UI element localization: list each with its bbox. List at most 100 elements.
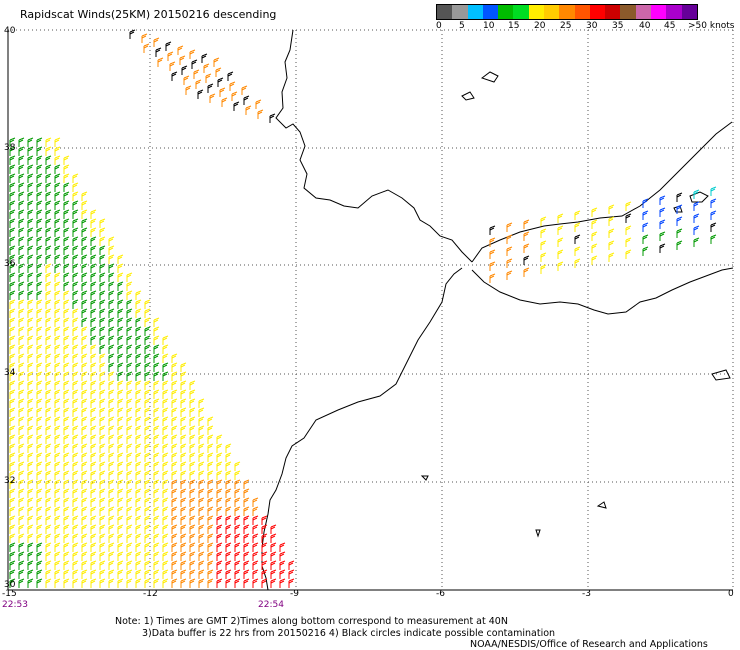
legend-swatch [467, 5, 483, 19]
wind-barb [81, 290, 88, 300]
wind-barb [180, 452, 187, 462]
wind-barb [45, 461, 52, 471]
wind-barb [245, 105, 252, 115]
wind-barb [270, 533, 277, 543]
wind-barb [54, 272, 61, 282]
wind-barb [171, 524, 178, 534]
wind-barb [27, 236, 34, 246]
wind-barb [261, 560, 268, 570]
wind-barb [189, 569, 196, 579]
wind-barb [18, 533, 25, 543]
wind-barb [108, 578, 115, 588]
wind-barb [90, 398, 97, 408]
wind-barb [270, 542, 277, 552]
wind-barb [72, 497, 79, 507]
wind-barb [135, 524, 142, 534]
wind-barb [135, 317, 142, 327]
wind-barb [171, 497, 178, 507]
wind-barb [72, 569, 79, 579]
wind-barb [216, 497, 223, 507]
wind-barb [54, 236, 61, 246]
wind-barb [261, 578, 268, 588]
wind-barb [90, 461, 97, 471]
wind-barb [18, 137, 25, 147]
wind-barb [81, 488, 88, 498]
wind-barb [506, 222, 513, 232]
wind-barb [9, 146, 16, 156]
wind-barb [642, 234, 649, 244]
wind-barb [63, 551, 70, 561]
wind-barb [81, 299, 88, 309]
wind-barb [198, 470, 205, 480]
wind-barb [99, 551, 106, 561]
wind-barb [710, 198, 717, 208]
wind-barb [72, 236, 79, 246]
wind-barb [243, 578, 250, 588]
wind-barb [155, 47, 162, 57]
wind-barb [117, 353, 124, 363]
wind-barb [153, 335, 160, 345]
wind-barb [198, 506, 205, 516]
wind-barb [144, 542, 151, 552]
wind-barb [18, 236, 25, 246]
wind-barb [189, 551, 196, 561]
wind-barb [108, 434, 115, 444]
wind-barb [72, 506, 79, 516]
wind-barb [252, 497, 259, 507]
wind-barb [574, 258, 581, 268]
wind-barb [18, 209, 25, 219]
wind-barb [18, 245, 25, 255]
wind-barb [90, 416, 97, 426]
wind-barb [27, 461, 34, 471]
africa-coast [261, 267, 463, 591]
wind-barb [108, 452, 115, 462]
wind-barb [9, 452, 16, 462]
wind-barb [54, 200, 61, 210]
wind-barb [45, 560, 52, 570]
legend-tick: 40 [639, 21, 651, 31]
wind-barb [54, 308, 61, 318]
wind-barb [63, 200, 70, 210]
wind-barb [693, 189, 700, 199]
wind-barb [18, 317, 25, 327]
wind-barb [608, 240, 615, 250]
wind-barb [27, 272, 34, 282]
wind-barb [270, 551, 277, 561]
wind-barb [18, 443, 25, 453]
wind-barb [216, 551, 223, 561]
wind-barb [189, 506, 196, 516]
wind-barb [45, 380, 52, 390]
wind-barb [54, 290, 61, 300]
wind-barb [99, 317, 106, 327]
wind-barb [36, 497, 43, 507]
wind-barb [126, 371, 133, 381]
wind-barb [108, 497, 115, 507]
wind-barb [18, 155, 25, 165]
wind-barb [117, 488, 124, 498]
wind-barb [153, 434, 160, 444]
wind-barb [243, 569, 250, 579]
wind-barb [18, 578, 25, 588]
wind-barb [90, 344, 97, 354]
wind-barb [144, 299, 151, 309]
wind-barb [126, 533, 133, 543]
wind-barb [54, 209, 61, 219]
wind-barb [36, 182, 43, 192]
wind-barb [693, 237, 700, 247]
legend-swatch [650, 5, 667, 19]
wind-barb [153, 506, 160, 516]
wind-barb [157, 57, 164, 67]
wind-barb [9, 317, 16, 327]
wind-barb [90, 569, 97, 579]
wind-barb [81, 371, 88, 381]
wind-barb [117, 434, 124, 444]
wind-barb [90, 353, 97, 363]
wind-barb [243, 542, 250, 552]
wind-barb [9, 542, 16, 552]
wind-barb [144, 308, 151, 318]
wind-barb [243, 560, 250, 570]
wind-barb [108, 317, 115, 327]
wind-barb [144, 497, 151, 507]
wind-barb [27, 344, 34, 354]
wind-barb [126, 362, 133, 372]
